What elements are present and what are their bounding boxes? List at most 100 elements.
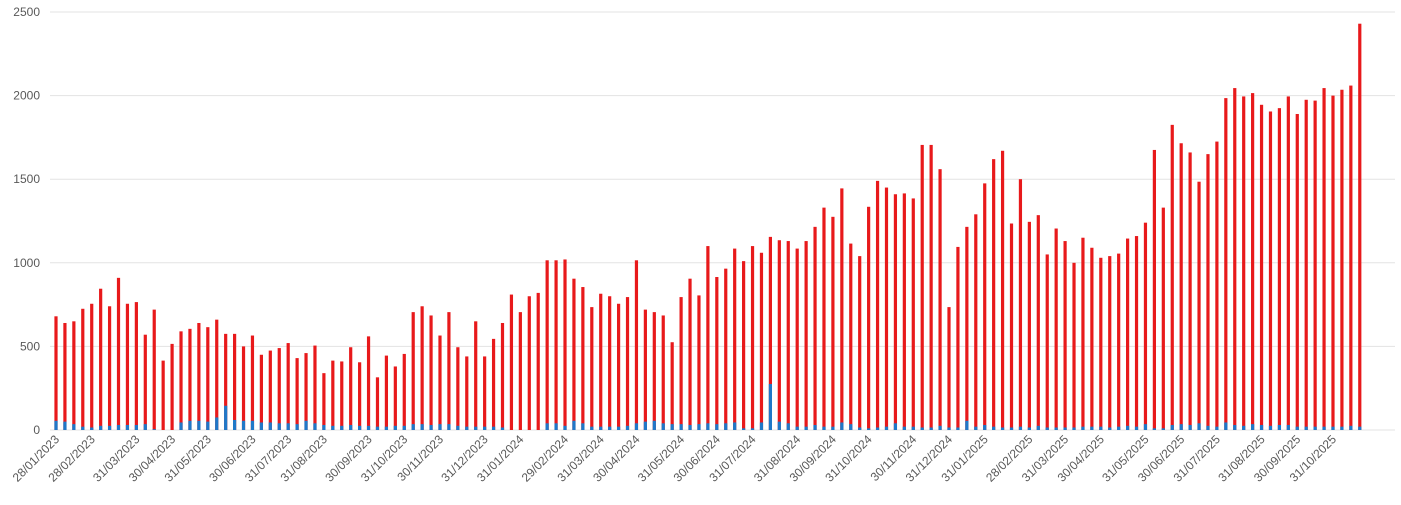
bar	[616, 303, 621, 430]
bar	[1126, 238, 1130, 430]
bar	[536, 292, 540, 430]
bar	[688, 278, 692, 430]
bar	[759, 422, 764, 430]
bar	[393, 366, 397, 430]
bar	[1286, 424, 1290, 430]
bar	[724, 423, 728, 430]
bar	[1277, 108, 1282, 430]
bar	[795, 426, 799, 430]
bar	[447, 424, 451, 430]
bar	[813, 424, 817, 430]
bar	[590, 307, 594, 430]
bar	[143, 424, 147, 430]
bar	[983, 424, 987, 430]
bar	[992, 426, 996, 430]
bar	[322, 424, 326, 430]
bar	[1170, 124, 1174, 431]
bar	[188, 420, 192, 430]
bar	[786, 423, 790, 430]
bar	[1179, 424, 1183, 430]
bar	[411, 312, 415, 430]
bar	[777, 421, 781, 430]
bar	[1170, 424, 1174, 430]
bar	[768, 236, 772, 430]
bar	[1295, 426, 1299, 430]
bar	[1063, 241, 1067, 430]
bar	[1009, 427, 1014, 430]
bar	[125, 424, 130, 430]
bar	[572, 420, 576, 430]
bar	[483, 356, 487, 430]
bar	[938, 425, 942, 430]
bar	[99, 425, 103, 430]
bar	[563, 425, 567, 430]
bar	[1036, 425, 1040, 430]
bar	[1340, 89, 1344, 431]
bar	[81, 308, 85, 430]
bar	[224, 405, 228, 430]
bar	[268, 350, 272, 430]
bar	[1197, 423, 1201, 430]
bar	[224, 333, 228, 430]
bar	[1206, 425, 1210, 430]
bar	[134, 302, 138, 430]
bar	[831, 426, 835, 430]
bar	[509, 294, 514, 430]
bar	[1152, 149, 1156, 430]
bar	[268, 422, 272, 430]
bar	[465, 356, 469, 430]
bar	[768, 384, 772, 430]
bar	[643, 309, 647, 430]
bar	[1304, 99, 1308, 430]
bar	[715, 277, 719, 430]
bar	[715, 424, 719, 430]
bar	[304, 420, 308, 430]
bar	[920, 427, 924, 430]
bar	[625, 425, 630, 430]
bar	[947, 427, 951, 430]
bar	[1072, 262, 1076, 430]
bar	[63, 322, 67, 430]
bar	[143, 334, 147, 430]
bar	[1099, 257, 1103, 430]
bar	[90, 303, 94, 430]
y-tick-label: 500	[20, 339, 40, 353]
bar	[1259, 104, 1264, 431]
bar	[63, 421, 67, 430]
bar	[72, 424, 76, 430]
bar	[1277, 424, 1282, 430]
bar	[241, 420, 246, 430]
bar	[277, 423, 281, 430]
bar	[134, 424, 138, 430]
bar	[322, 373, 326, 430]
bar	[340, 425, 344, 430]
bar	[375, 377, 380, 430]
bar	[733, 248, 737, 430]
bar	[599, 293, 603, 430]
bar	[679, 424, 683, 430]
bar	[554, 423, 558, 430]
bar	[1286, 96, 1290, 430]
y-tick-label: 2500	[13, 5, 40, 19]
bar	[1340, 426, 1344, 430]
bar	[331, 360, 335, 430]
bar	[1090, 247, 1094, 430]
y-tick-label: 2000	[13, 89, 40, 103]
bar	[786, 241, 790, 430]
bar	[1251, 424, 1255, 430]
bar	[554, 260, 558, 430]
bar	[99, 288, 103, 430]
bar	[831, 216, 835, 430]
bar	[947, 307, 951, 430]
bar	[1143, 222, 1148, 430]
bar	[804, 426, 808, 430]
bar	[1331, 95, 1335, 430]
bar	[884, 187, 889, 430]
bar	[1045, 254, 1049, 430]
bar	[1224, 422, 1228, 430]
bar	[1081, 426, 1085, 430]
bar	[1027, 221, 1031, 430]
bar	[670, 342, 674, 430]
bar	[250, 420, 255, 430]
bar	[1090, 426, 1094, 430]
